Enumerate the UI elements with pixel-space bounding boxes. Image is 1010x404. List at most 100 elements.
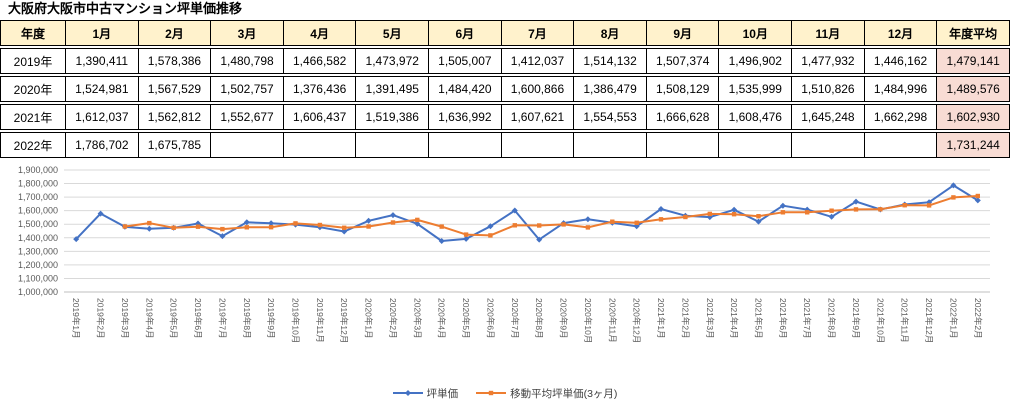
svg-text:1,700,000: 1,700,000 xyxy=(18,192,58,202)
svg-text:2019年7月: 2019年7月 xyxy=(217,298,227,339)
value-cell: 1,554,553 xyxy=(574,104,647,130)
value-cell: 1,645,248 xyxy=(792,104,865,130)
average-cell: 1,731,244 xyxy=(937,132,1010,158)
svg-text:2020年9月: 2020年9月 xyxy=(559,298,569,339)
year-column-header: 年度 xyxy=(0,20,66,46)
table-row: 2019年 1,390,411 1,578,386 1,480,798 1,466,58… xyxy=(0,48,1010,74)
value-cell: 1,514,132 xyxy=(574,48,647,74)
svg-text:2021年10月: 2021年10月 xyxy=(875,298,885,343)
svg-text:2019年6月: 2019年6月 xyxy=(193,298,203,339)
value-cell: 1,600,866 xyxy=(501,76,575,102)
month-column-header: 6月 xyxy=(429,20,502,46)
svg-text:1,900,000: 1,900,000 xyxy=(18,165,58,175)
svg-text:2020年6月: 2020年6月 xyxy=(485,298,495,339)
month-column-header: 12月 xyxy=(864,20,938,46)
page-title: 大阪府大阪市中古マンション坪単価推移 xyxy=(8,1,243,16)
value-cell: 1,675,785 xyxy=(138,132,212,158)
svg-text:2020年5月: 2020年5月 xyxy=(461,298,471,339)
value-cell: 1,510,826 xyxy=(792,76,865,102)
year-cell: 2020年 xyxy=(0,76,66,102)
svg-text:2019年8月: 2019年8月 xyxy=(242,298,252,339)
value-cell xyxy=(646,132,720,158)
year-cell: 2021年 xyxy=(0,104,66,130)
svg-text:2021年2月: 2021年2月 xyxy=(680,298,690,339)
svg-text:2020年8月: 2020年8月 xyxy=(534,298,544,339)
svg-text:2020年1月: 2020年1月 xyxy=(364,298,374,339)
value-cell: 1,507,374 xyxy=(646,48,720,74)
value-cell: 1,612,037 xyxy=(66,104,139,130)
svg-text:1,000,000: 1,000,000 xyxy=(18,287,58,297)
value-cell: 1,567,529 xyxy=(138,76,212,102)
svg-text:1,300,000: 1,300,000 xyxy=(18,246,58,256)
svg-text:2020年11月: 2020年11月 xyxy=(607,298,617,343)
value-cell: 1,446,162 xyxy=(864,48,938,74)
value-cell: 1,502,757 xyxy=(211,76,284,102)
svg-text:1,200,000: 1,200,000 xyxy=(18,260,58,270)
value-cell: 1,473,972 xyxy=(356,48,430,74)
value-cell: 1,636,992 xyxy=(429,104,502,130)
average-column-header: 年度平均 xyxy=(937,20,1010,46)
svg-text:2020年12月: 2020年12月 xyxy=(632,298,642,343)
value-cell: 1,662,298 xyxy=(864,104,938,130)
month-column-header: 5月 xyxy=(356,20,430,46)
svg-text:1,800,000: 1,800,000 xyxy=(18,179,58,189)
value-cell: 1,484,420 xyxy=(429,76,502,102)
month-column-header: 1月 xyxy=(66,20,139,46)
svg-text:2021年6月: 2021年6月 xyxy=(778,298,788,339)
svg-text:2021年8月: 2021年8月 xyxy=(827,298,837,339)
table-header: 年度 1月 2月 3月 4月 5月 6月 7月 8月 9月 10月 11月 12月 年度平均 xyxy=(0,20,1010,46)
value-cell: 1,607,621 xyxy=(501,104,575,130)
svg-text:2021年7月: 2021年7月 xyxy=(802,298,812,339)
svg-text:2020年10月: 2020年10月 xyxy=(583,298,593,343)
svg-text:2022年2月: 2022年2月 xyxy=(973,298,983,339)
svg-text:2019年11月: 2019年11月 xyxy=(315,298,325,343)
svg-text:2019年9月: 2019年9月 xyxy=(266,298,276,339)
value-cell xyxy=(501,132,575,158)
table-row: 2022年 1,786,702 1,675,785 1,731,244 xyxy=(0,132,1010,158)
value-cell: 1,608,476 xyxy=(719,104,793,130)
svg-text:2021年5月: 2021年5月 xyxy=(754,298,764,339)
line-chart: 1,000,000 1,100,000 1,200,000 1,300,000 1,40… xyxy=(18,165,990,343)
svg-text:2019年5月: 2019年5月 xyxy=(169,298,179,339)
svg-text:2019年2月: 2019年2月 xyxy=(96,298,106,339)
legend-item-tsubo-tanka: 坪単価 xyxy=(392,386,458,401)
svg-text:2020年7月: 2020年7月 xyxy=(510,298,520,339)
value-cell xyxy=(719,132,793,158)
value-cell: 1,412,037 xyxy=(501,48,575,74)
month-column-header: 4月 xyxy=(283,20,357,46)
svg-text:1,100,000: 1,100,000 xyxy=(18,273,58,283)
value-cell: 1,535,999 xyxy=(719,76,793,102)
svg-text:2019年3月: 2019年3月 xyxy=(120,298,130,339)
value-cell: 1,552,677 xyxy=(211,104,284,130)
value-cell: 1,508,129 xyxy=(646,76,720,102)
svg-text:2021年4月: 2021年4月 xyxy=(729,298,739,339)
svg-text:2019年4月: 2019年4月 xyxy=(144,298,154,339)
value-cell xyxy=(429,132,502,158)
value-cell xyxy=(864,132,938,158)
svg-text:2019年1月: 2019年1月 xyxy=(71,298,81,339)
svg-text:2021年1月: 2021年1月 xyxy=(656,298,666,339)
value-cell: 1,484,996 xyxy=(864,76,938,102)
value-cell: 1,391,495 xyxy=(356,76,430,102)
header-row: 年度 1月 2月 3月 4月 5月 6月 7月 8月 9月 10月 11月 12月 年度平均 xyxy=(0,20,1010,46)
price-table: 年度 1月 2月 3月 4月 5月 6月 7月 8月 9月 10月 11月 12月 年度平均 2019年 1… xyxy=(0,18,1010,160)
svg-text:2020年2月: 2020年2月 xyxy=(388,298,398,339)
svg-text:1,600,000: 1,600,000 xyxy=(18,206,58,216)
svg-text:1,500,000: 1,500,000 xyxy=(18,219,58,229)
svg-text:2021年3月: 2021年3月 xyxy=(705,298,715,339)
value-cell: 1,562,812 xyxy=(138,104,212,130)
value-cell xyxy=(283,132,357,158)
average-cell: 1,489,576 xyxy=(937,76,1010,102)
chart-legend: 坪単価 移動平均坪単価(3ヶ月) xyxy=(0,382,1010,404)
svg-text:2021年12月: 2021年12月 xyxy=(924,298,934,343)
legend-marker-icon xyxy=(392,390,423,396)
svg-text:2019年12月: 2019年12月 xyxy=(339,298,349,343)
value-cell: 1,524,981 xyxy=(66,76,139,102)
value-cell xyxy=(211,132,284,158)
svg-text:1,400,000: 1,400,000 xyxy=(18,233,58,243)
value-cell: 1,480,798 xyxy=(211,48,284,74)
value-cell: 1,477,932 xyxy=(792,48,865,74)
year-cell: 2019年 xyxy=(0,48,66,74)
month-column-header: 8月 xyxy=(574,20,647,46)
